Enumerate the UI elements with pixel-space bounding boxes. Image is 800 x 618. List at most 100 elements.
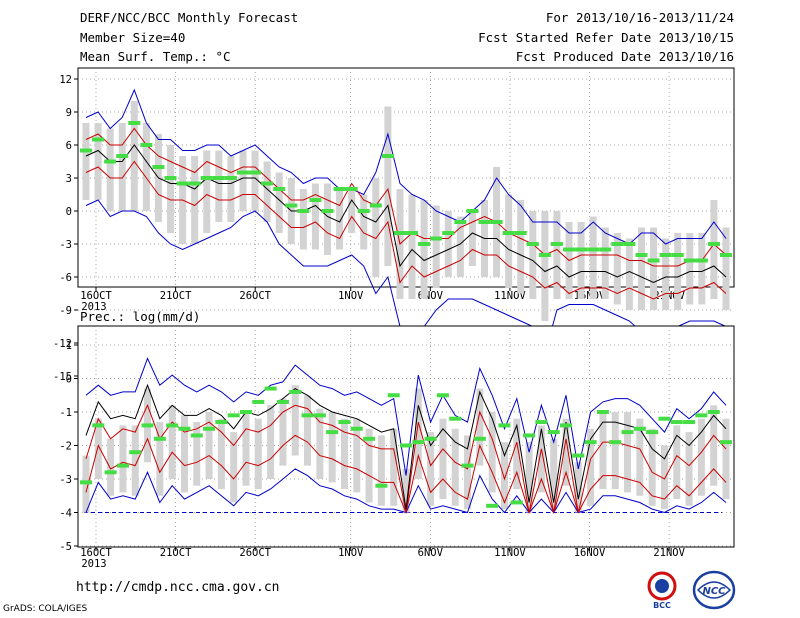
ensemble-marker [623, 242, 636, 246]
ensemble-marker [393, 231, 406, 235]
ensemble-marker [215, 420, 228, 425]
y-tick-label: -6 [59, 272, 72, 284]
ensemble-marker [200, 176, 213, 180]
spread-box [698, 233, 706, 305]
spread-box [577, 222, 585, 299]
y-tick-label: -3 [59, 474, 72, 486]
spread-box [203, 150, 211, 233]
envelope-upper-line [85, 357, 727, 476]
grads-credit: GrADS: COLA/IGES [3, 604, 88, 614]
spread-box [611, 412, 619, 490]
spread-box [215, 150, 223, 222]
ensemble-marker [203, 426, 216, 431]
spread-box [130, 101, 138, 211]
x-tick-label: 16NOV [574, 547, 606, 559]
spread-box [625, 238, 633, 310]
x-tick-label: 21OCT [160, 547, 192, 559]
spread-box [537, 425, 545, 493]
ensemble-marker [490, 220, 503, 224]
spread-box [414, 388, 422, 479]
spread-box [353, 418, 361, 493]
y-tick-label: -15 [53, 371, 72, 383]
ensemble-marker [227, 413, 240, 418]
mean-line [85, 383, 727, 510]
ensemble-marker [609, 440, 622, 445]
spread-box [476, 388, 484, 466]
spread-box [131, 425, 139, 496]
spread-box [513, 418, 521, 490]
ensemble-marker [523, 433, 536, 438]
spread-box [686, 233, 694, 305]
ensemble-marker [276, 399, 289, 404]
ensemble-marker [498, 423, 511, 428]
x-year-label: 2013 [81, 558, 106, 570]
spread-box [553, 211, 561, 299]
ensemble-marker [547, 430, 560, 435]
ensemble-marker [563, 247, 576, 252]
spread-box [439, 418, 447, 500]
spread-box [193, 422, 201, 486]
ensemble-marker [369, 203, 382, 208]
spread-box [650, 227, 658, 310]
ensemble-marker [273, 187, 286, 191]
spread-box [624, 412, 632, 493]
ensemble-marker [116, 154, 129, 158]
ensemble-marker [430, 236, 443, 241]
ensemble-marker [297, 209, 310, 213]
member-size-label: Member Size=40 [80, 30, 186, 45]
spread-box [299, 189, 307, 250]
spread-box [402, 468, 410, 513]
spread-box [468, 211, 476, 266]
spread-box [142, 123, 150, 211]
ensemble-marker [478, 220, 491, 224]
forecast-period: For 2013/10/16-2013/11/24 [545, 10, 734, 25]
x-tick-label: 21OCT [160, 290, 192, 302]
svg-text:NCC: NCC [702, 586, 726, 597]
ensemble-marker [188, 181, 201, 186]
ensemble-marker [176, 181, 189, 186]
spread-box [673, 425, 681, 500]
spread-box [574, 462, 582, 513]
ensemble-marker [252, 399, 265, 404]
y-tick-label: -2 [59, 441, 72, 453]
spread-box [324, 183, 332, 255]
ensemble-marker [104, 470, 117, 475]
x-tick-label: 16OCT [80, 290, 112, 302]
ensemble-marker [357, 209, 370, 213]
ensemble-marker [646, 430, 659, 435]
spread-box [372, 178, 380, 277]
ensemble-marker [92, 137, 105, 142]
ensemble-marker [695, 258, 708, 263]
ensemble-marker [707, 410, 720, 414]
y-tick-label: -12 [53, 338, 72, 350]
spread-box [340, 418, 348, 490]
spread-box [529, 211, 537, 299]
spread-box [239, 150, 247, 211]
spread-box [217, 418, 225, 490]
spread-box [674, 233, 682, 310]
ensemble-marker [412, 440, 425, 445]
inner-upper-line [85, 127, 727, 267]
ensemble-marker [129, 450, 142, 455]
spread-box [336, 189, 344, 250]
ensemble-marker [345, 187, 358, 191]
spread-box [118, 123, 126, 211]
ensemble-marker [659, 253, 672, 257]
x-tick-label: 1NOV [338, 547, 364, 559]
ensemble-marker [466, 209, 479, 213]
variable-label: Mean Surf. Temp.: °C [80, 49, 231, 64]
y-tick-label: -3 [59, 239, 72, 251]
ensemble-marker [633, 426, 646, 431]
spread-box [267, 405, 275, 479]
ensemble-marker [584, 440, 597, 445]
ensemble-marker [190, 433, 203, 438]
source-url[interactable]: http://cmdp.ncc.cma.gov.cn [76, 580, 280, 595]
spread-box [365, 428, 373, 503]
spread-box [710, 200, 718, 299]
ensemble-marker [321, 209, 334, 213]
ensemble-marker [720, 253, 732, 257]
ensemble-marker [635, 253, 648, 257]
spread-box [384, 106, 392, 266]
spread-box [180, 415, 188, 493]
